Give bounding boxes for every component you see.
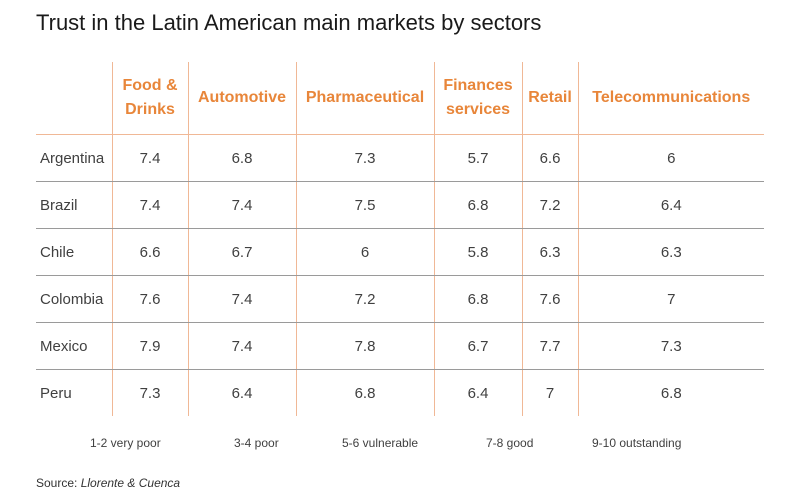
score-cell: 6.7 xyxy=(187,228,296,276)
score-cell: 7.9 xyxy=(111,322,188,370)
score-cell: 6.8 xyxy=(187,134,296,182)
score-cell: 6.3 xyxy=(521,228,578,276)
country-cell: Chile xyxy=(36,228,112,276)
score-cell: 7.3 xyxy=(295,134,434,182)
table-row: Argentina 7.4 6.8 7.3 5.7 6.6 6 xyxy=(36,134,764,182)
score-cell: 7.7 xyxy=(521,322,578,370)
table-row: Mexico 7.9 7.4 7.8 6.7 7.7 7.3 xyxy=(36,322,764,370)
table-row: Brazil 7.4 7.4 7.5 6.8 7.2 6.4 xyxy=(36,181,764,229)
table-row: Peru 7.3 6.4 6.8 6.4 7 6.8 xyxy=(36,369,764,416)
table-row: Colombia 7.6 7.4 7.2 6.8 7.6 7 xyxy=(36,275,764,323)
score-cell: 6.6 xyxy=(521,134,578,182)
score-cell: 6 xyxy=(577,134,764,182)
legend-good: 7-8 good xyxy=(486,436,534,450)
score-cell: 6.4 xyxy=(433,369,522,416)
score-cell: 7.5 xyxy=(295,181,434,229)
score-cell: 5.8 xyxy=(433,228,522,276)
country-cell: Colombia xyxy=(36,275,112,323)
score-cell: 6.4 xyxy=(187,369,296,416)
score-cell: 7.4 xyxy=(187,275,296,323)
score-cell: 6.7 xyxy=(433,322,522,370)
score-cell: 6 xyxy=(295,228,434,276)
score-cell: 6.3 xyxy=(577,228,764,276)
source-name: Llorente & Cuenca xyxy=(80,476,181,490)
score-cell: 7 xyxy=(577,275,764,323)
score-cell: 6.8 xyxy=(295,369,434,416)
score-cell: 7.6 xyxy=(111,275,188,323)
legend: 1-2 very poor 3-4 poor 5-6 vulnerable 7-… xyxy=(36,436,764,452)
score-cell: 6.8 xyxy=(433,181,522,229)
legend-vulnerable: 5-6 vulnerable xyxy=(342,436,419,450)
source-label: Source: xyxy=(36,476,78,490)
header-automotive: Automotive xyxy=(187,62,296,135)
score-cell: 7.2 xyxy=(295,275,434,323)
source-note: Source: Llorente & Cuenca xyxy=(36,476,180,490)
chart-title: Trust in the Latin American main markets… xyxy=(36,10,542,35)
country-cell: Mexico xyxy=(36,322,112,370)
score-cell: 6.8 xyxy=(433,275,522,323)
table-row: Chile 6.6 6.7 6 5.8 6.3 6.3 xyxy=(36,228,764,276)
score-cell: 7.4 xyxy=(187,181,296,229)
legend-poor: 3-4 poor xyxy=(234,436,279,450)
header-country xyxy=(36,62,112,135)
score-cell: 7.4 xyxy=(111,134,188,182)
country-cell: Peru xyxy=(40,384,72,402)
header-telecommunications: Telecommunications xyxy=(577,62,764,135)
score-cell: 5.7 xyxy=(433,134,522,182)
score-cell: 6.6 xyxy=(111,228,188,276)
score-cell: 7 xyxy=(521,369,578,416)
score-cell: 7.3 xyxy=(111,369,188,416)
score-cell: 6.8 xyxy=(577,369,764,416)
header-retail: Retail xyxy=(521,62,578,135)
trust-table: Food & Drinks Automotive Pharmaceutical … xyxy=(36,62,764,416)
header-pharmaceutical: Pharmaceutical xyxy=(295,62,434,135)
score-cell: 6.4 xyxy=(577,181,764,229)
header-finances-services: Finances services xyxy=(433,62,522,135)
country-cell: Brazil xyxy=(36,181,112,229)
score-cell: 7.6 xyxy=(521,275,578,323)
header-row: Food & Drinks Automotive Pharmaceutical … xyxy=(36,62,764,135)
score-cell: 7.2 xyxy=(521,181,578,229)
legend-very-poor: 1-2 very poor xyxy=(90,436,161,450)
legend-outstanding: 9-10 outstanding xyxy=(592,436,682,450)
country-cell: Argentina xyxy=(36,134,112,182)
score-cell: 7.8 xyxy=(295,322,434,370)
score-cell: 7.3 xyxy=(577,322,764,370)
header-food-drinks: Food & Drinks xyxy=(111,62,188,135)
score-cell: 7.4 xyxy=(187,322,296,370)
score-cell: 7.4 xyxy=(111,181,188,229)
